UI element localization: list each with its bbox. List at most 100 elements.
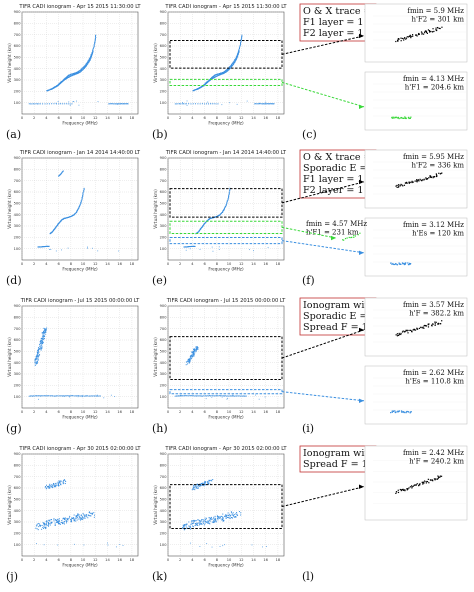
connector-arrow	[281, 486, 365, 508]
layer-point	[428, 323, 430, 325]
classification-box	[299, 149, 377, 199]
echo-point	[204, 484, 206, 486]
echo-point	[223, 209, 225, 211]
echo-point	[203, 84, 205, 86]
echo-point	[190, 528, 192, 530]
echo-point	[60, 480, 62, 482]
echo-point	[197, 484, 199, 486]
y-tick-label: 500	[160, 202, 168, 206]
echo-point	[57, 521, 59, 523]
layer-point	[435, 29, 437, 31]
echo-point	[90, 56, 92, 58]
echo-point	[199, 395, 201, 397]
noise-point	[218, 246, 220, 248]
y-tick-label: 400	[14, 213, 22, 217]
y-tick-label: 700	[14, 327, 22, 331]
echo-point	[43, 331, 45, 333]
panel-label: (g)	[6, 422, 22, 435]
echo-point	[121, 103, 123, 105]
echo-point	[188, 395, 190, 397]
echo-point	[208, 480, 210, 482]
echo-point	[267, 103, 269, 105]
echo-point	[195, 524, 197, 526]
echo-point	[236, 395, 238, 397]
echo-point	[36, 355, 38, 357]
layer-parameter: h'Es = 110.8 km	[405, 378, 464, 386]
layer-point	[350, 236, 352, 239]
echo-point	[196, 348, 198, 350]
y-tick-label: 900	[160, 156, 168, 160]
echo-point	[39, 348, 41, 350]
echo-point	[240, 42, 242, 44]
echo-point	[45, 526, 47, 528]
echo-point	[37, 356, 39, 358]
arrow-head-icon	[359, 33, 364, 39]
echo-point	[197, 231, 199, 233]
echo-point	[191, 352, 193, 354]
echo-point	[116, 103, 118, 105]
echo-point	[181, 103, 183, 105]
echo-point	[43, 523, 45, 525]
echo-point	[57, 519, 59, 521]
layer-point	[408, 487, 410, 489]
echo-point	[221, 395, 223, 397]
echo-point	[195, 349, 197, 351]
noise-point	[73, 543, 75, 545]
echo-point	[227, 69, 229, 71]
echo-point	[204, 520, 206, 522]
echo-point	[81, 515, 83, 517]
echo-point	[86, 516, 88, 518]
echo-point	[87, 59, 89, 61]
echo-point	[237, 53, 239, 55]
echo-point	[197, 103, 199, 105]
echo-point	[193, 350, 195, 352]
echo-point	[37, 395, 39, 397]
x-tick-label: 18	[276, 116, 281, 120]
layer-point	[421, 180, 423, 182]
echo-point	[241, 36, 243, 38]
layer-point	[353, 236, 355, 238]
echo-point	[52, 395, 54, 397]
echo-point	[234, 61, 236, 63]
echo-point	[45, 527, 47, 529]
layer-point	[395, 491, 398, 493]
echo-point	[228, 195, 230, 197]
layer-point	[390, 262, 392, 264]
noise-point	[43, 544, 45, 546]
echo-point	[227, 68, 229, 70]
y-tick-label: 200	[14, 236, 22, 240]
echo-point	[79, 515, 81, 517]
echo-point	[210, 518, 212, 520]
layer-point	[408, 35, 411, 37]
echo-point	[35, 527, 37, 529]
echo-point	[42, 339, 44, 341]
echo-point	[44, 523, 46, 525]
echo-point	[76, 514, 78, 516]
y-tick-label: 400	[14, 509, 22, 513]
arrow-head-icon	[359, 250, 364, 255]
echo-point	[42, 527, 44, 529]
echo-point	[226, 202, 228, 204]
echo-point	[216, 395, 218, 397]
echo-point	[54, 522, 56, 524]
layer-point	[412, 329, 414, 331]
echo-point	[241, 35, 243, 37]
layer-point	[429, 30, 431, 32]
y-tick-label: 600	[160, 338, 168, 342]
y-tick-label: 600	[160, 44, 168, 48]
layer-point	[392, 262, 394, 265]
echo-point	[73, 395, 75, 397]
layer-point	[411, 486, 413, 488]
echo-point	[96, 395, 98, 397]
echo-point	[190, 523, 192, 525]
ionogram-k: TIFR CADI ionogram - Apr 30 2015 02:00:0…	[152, 446, 287, 583]
layer-point	[348, 236, 350, 239]
echo-point	[57, 483, 59, 485]
echo-point	[238, 48, 240, 50]
echo-point	[202, 395, 204, 397]
noise-point	[207, 101, 209, 103]
echo-point	[45, 330, 47, 332]
x-tick-label: 16	[117, 410, 122, 414]
echo-point	[186, 395, 188, 397]
echo-point	[272, 103, 274, 105]
